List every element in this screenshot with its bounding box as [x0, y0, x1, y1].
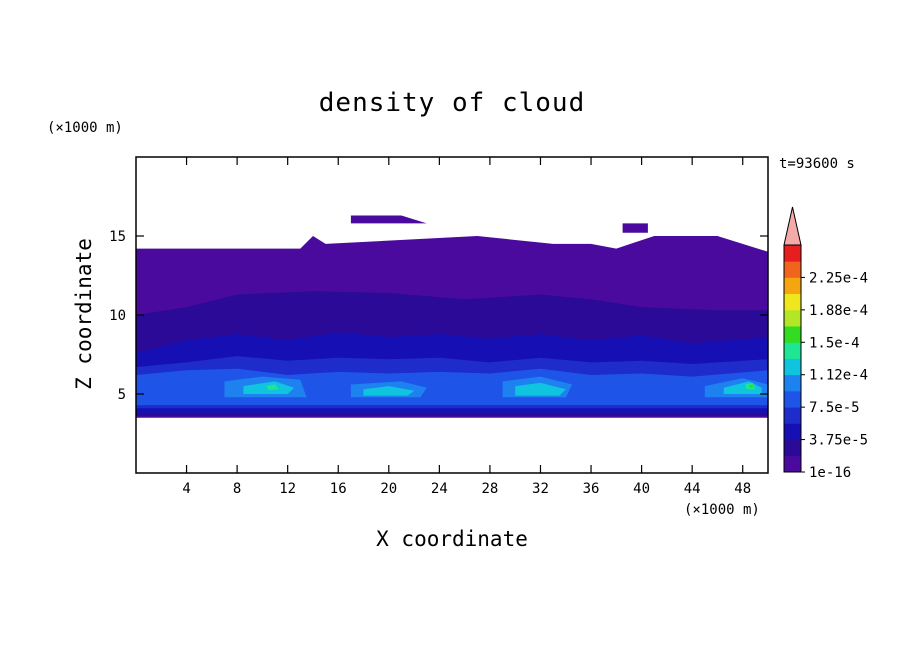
- colorbar-band: [784, 342, 801, 359]
- colorbar-band: [784, 277, 801, 295]
- plot-frame: [135, 156, 769, 474]
- contour-region-2: [622, 223, 648, 233]
- x-axis-ticks: 4 8 12 16 20 24 28 32 36 40 44 48: [182, 157, 751, 497]
- x-axis-label: X coordinate: [376, 527, 528, 551]
- colorbar-band: [784, 374, 801, 392]
- x-tick-label: 16: [330, 481, 347, 497]
- colorbar-band: [784, 261, 801, 278]
- x-tick-label: 12: [279, 481, 296, 497]
- x-tick-label: 48: [734, 481, 751, 497]
- contour-region-1: [350, 215, 427, 224]
- colorbar-band: [784, 293, 801, 311]
- contour-region-15: [266, 384, 279, 391]
- colorbar-tick-label: 1e-16: [809, 465, 851, 481]
- x-tick-label: 40: [633, 481, 650, 497]
- time-label: t=93600 s: [779, 156, 855, 172]
- contour-region-17: [749, 384, 753, 388]
- colorbar-band: [784, 358, 801, 376]
- z-unit-label: (×1000 m): [47, 120, 123, 136]
- contour-layers: [136, 215, 768, 418]
- colorbar-band: [784, 407, 801, 424]
- y-axis-ticks: 5 10 15: [109, 229, 768, 403]
- contour-region-13: [515, 382, 566, 396]
- x-tick-label: 20: [380, 481, 397, 497]
- x-tick-label: 32: [532, 481, 549, 497]
- colorbar-tick-label: 1.88e-4: [809, 303, 868, 319]
- colorbar-band: [784, 390, 801, 408]
- colorbar-band: [784, 245, 801, 262]
- y-tick-label: 5: [118, 387, 126, 403]
- colorbar-band: [784, 423, 801, 440]
- colorbar-band: [784, 455, 801, 473]
- chart-title: density of cloud: [318, 88, 586, 118]
- colorbar-tick-label: 2.25e-4: [809, 270, 868, 286]
- contour-region-12: [363, 386, 415, 396]
- colorbar-tick-label: 1.12e-4: [809, 368, 868, 384]
- y-tick-label: 15: [109, 229, 126, 245]
- colorbar-tick-label: 3.75e-5: [809, 433, 868, 449]
- colorbar-extend-arrow: [783, 206, 802, 246]
- colorbar-frame: [783, 244, 802, 473]
- colorbar-band: [784, 439, 801, 457]
- x-tick-label: 28: [481, 481, 498, 497]
- colorbar: 1e-16 3.75e-5 7.5e-5 1.12e-4 1.5e-4 1.88e-4 2.…: [783, 206, 868, 481]
- colorbar-band: [784, 309, 801, 327]
- y-tick-label: 10: [109, 308, 126, 324]
- x-tick-label: 24: [431, 481, 448, 497]
- colorbar-tick-label: 7.5e-5: [809, 400, 860, 416]
- x-tick-label: 4: [182, 481, 190, 497]
- colorbar-band: [784, 326, 801, 343]
- x-tick-label: 36: [583, 481, 600, 497]
- x-tick-label: 44: [684, 481, 701, 497]
- x-tick-label: 8: [233, 481, 241, 497]
- colorbar-tick-label: 1.5e-4: [809, 335, 860, 351]
- x-unit-label: (×1000 m): [684, 502, 760, 518]
